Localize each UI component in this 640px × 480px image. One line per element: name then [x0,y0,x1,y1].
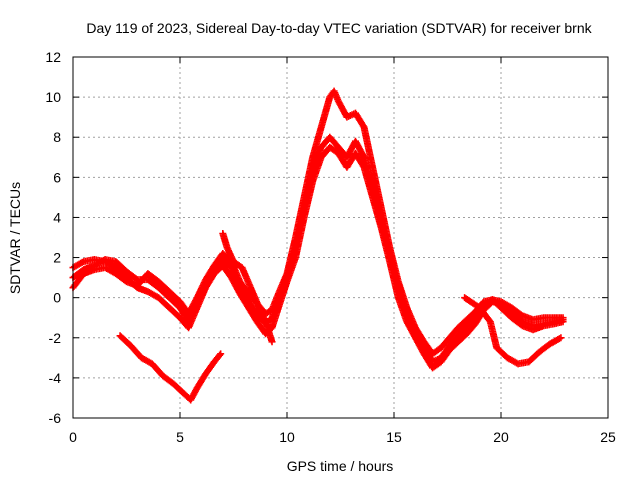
x-tick-label: 10 [279,429,295,445]
x-tick-label: 20 [493,429,509,445]
y-tick-label: 6 [53,169,61,185]
series-track-f [219,229,276,346]
chart-title: Day 119 of 2023, Sidereal Day-to-day VTE… [86,20,592,36]
data-point [559,314,567,322]
x-tick-label: 5 [176,429,184,445]
y-tick-label: 10 [45,89,61,105]
series-track-e [461,294,565,368]
data-point [557,334,565,342]
x-tick-label: 0 [69,429,77,445]
y-tick-label: 12 [45,49,61,65]
data-series [69,87,567,404]
x-axis-label: GPS time / hours [287,458,394,474]
y-tick-label: 2 [53,250,61,266]
data-marker [78,258,86,266]
x-tick-label: 25 [600,429,616,445]
data-marker [216,351,224,359]
y-tick-label: 8 [53,129,61,145]
axis-ticks: 0 5 10 15 20 25 -6 -4 -2 0 2 4 6 8 10 12 [45,49,616,445]
series-track-c [69,87,567,358]
grid-lines [73,57,608,418]
y-tick-label: -2 [49,330,62,346]
x-tick-label: 15 [386,429,402,445]
y-axis-label: SDTVAR / TECUs [7,182,23,294]
series-track-d [116,332,225,404]
data-point [268,338,276,346]
plot-frame [72,56,609,419]
data-marker [555,335,563,343]
y-tick-label: 0 [53,290,61,306]
y-tick-label: -4 [49,370,62,386]
data-point [217,350,225,358]
y-tick-label: 4 [53,209,61,225]
y-tick-label: -6 [49,410,62,426]
